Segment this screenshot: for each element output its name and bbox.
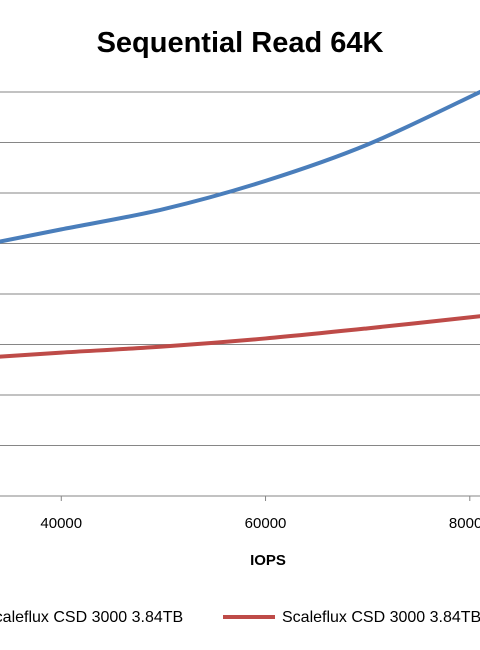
x-axis-label: IOPS [250,552,286,569]
x-tick-label: 60000 [245,515,287,532]
chart-title: Sequential Read 64K [97,27,384,59]
legend: Scaleflux CSD 3000 3.84TB Scaleflux CSD … [0,609,480,626]
legend-label-series-2: Scaleflux CSD 3000 3.84TB [282,609,480,626]
gridlines [0,91,480,446]
x-tick-label: 80000 [449,515,480,532]
series-lines [0,90,480,359]
series-line-1 [0,90,480,244]
series-line-2 [0,314,480,359]
legend-label-series-1: Scaleflux CSD 3000 3.84TB [0,609,183,626]
x-tick-labels: 40000 60000 80000 [40,496,480,532]
x-tick-label: 40000 [40,515,82,532]
